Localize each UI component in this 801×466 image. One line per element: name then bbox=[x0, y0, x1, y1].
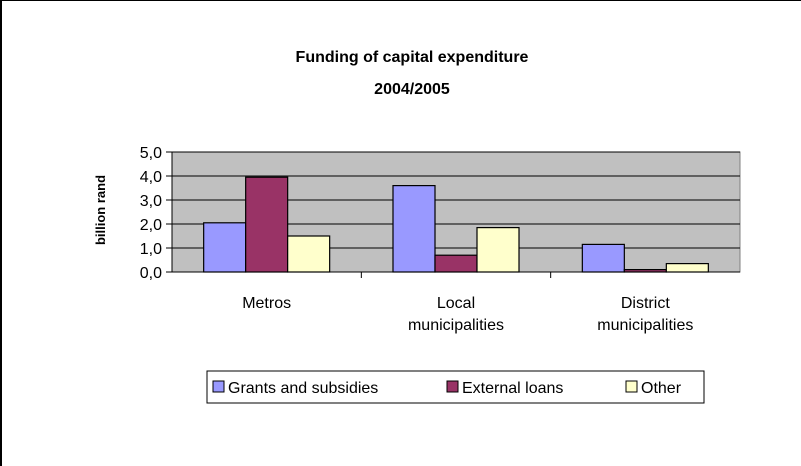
x-category-label: Metros bbox=[242, 295, 291, 312]
x-category-label: municipalities bbox=[408, 317, 504, 334]
x-category-label: Local bbox=[437, 295, 475, 312]
bar bbox=[203, 222, 247, 273]
plot-area: 0,0 1,0 2,0 3,0 4,0 5,0 Metros Local municipalit… bbox=[140, 145, 741, 334]
chart-title-line-1: Funding of capital expenditure bbox=[296, 49, 529, 66]
bar bbox=[287, 235, 331, 273]
bar bbox=[434, 254, 478, 273]
bar bbox=[476, 227, 520, 273]
legend-swatch bbox=[625, 380, 638, 393]
y-tick-label: 1,0 bbox=[140, 241, 162, 258]
legend-label: Grants and subsidies bbox=[228, 380, 378, 397]
x-category-label: municipalities bbox=[597, 317, 693, 334]
bar bbox=[581, 243, 625, 273]
legend-swatch bbox=[212, 380, 225, 393]
chart-title-line-2: 2004/2005 bbox=[374, 81, 450, 98]
y-tick-label: 0,0 bbox=[140, 265, 162, 282]
legend-label: External loans bbox=[462, 380, 563, 397]
y-tick-label: 4,0 bbox=[140, 169, 162, 186]
y-tick-label: 5,0 bbox=[140, 145, 162, 162]
y-axis-label: billion rand bbox=[93, 175, 108, 245]
bar bbox=[665, 263, 709, 273]
legend: Grants and subsidies External loans Other bbox=[206, 370, 705, 404]
x-category-label: District bbox=[621, 295, 670, 312]
bar bbox=[392, 185, 436, 273]
bar bbox=[623, 269, 667, 273]
y-tick-label: 3,0 bbox=[140, 193, 162, 210]
legend-swatch bbox=[446, 380, 459, 393]
legend-label: Other bbox=[641, 380, 682, 397]
y-tick-label: 2,0 bbox=[140, 217, 162, 234]
bar bbox=[245, 176, 289, 273]
